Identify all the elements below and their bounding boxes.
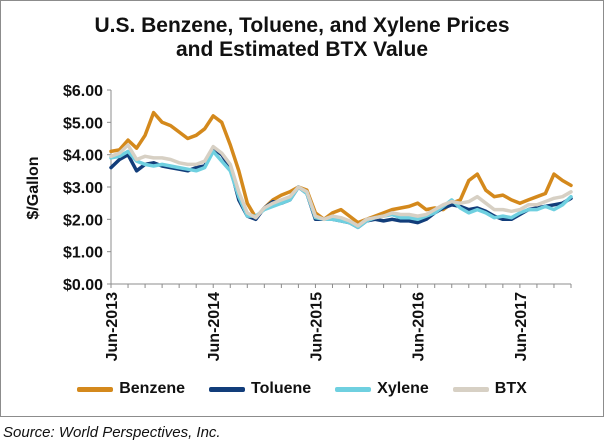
source-note: Source: World Perspectives, Inc.	[3, 424, 221, 441]
series-line-benzene	[109, 110, 573, 225]
line-chart: $0.00 $1.00 $2.00 $3.00 $4.00 $5.00 $6.00 Jun-…	[25, 83, 573, 361]
y-tick-label: $1.00	[63, 245, 103, 262]
y-tick-label: $0.00	[63, 277, 103, 294]
y-tick-label: $3.00	[63, 180, 103, 197]
y-tick-label: $5.00	[63, 115, 103, 132]
x-tick-label: Jun-2015	[308, 292, 325, 361]
y-tick-label: $6.00	[63, 83, 103, 100]
chart-legend: Benzene Toluene Xylene BTX	[0, 380, 604, 398]
legend-label: BTX	[494, 380, 527, 397]
legend-item-benzene: Benzene	[77, 380, 185, 398]
x-tick-label: Jun-2014	[206, 292, 223, 361]
y-tick-label: $2.00	[63, 212, 103, 229]
y-axis-label: $/Gallon	[25, 156, 42, 219]
y-axis-ticks: $0.00 $1.00 $2.00 $3.00 $4.00 $5.00 $6.00	[63, 83, 111, 294]
x-tick-label: Jun-2016	[411, 292, 428, 361]
chart-title: U.S. Benzene, Toluene, and Xylene Prices…	[94, 14, 510, 61]
x-axis-ticks: Jun-2013 Jun-2014 Jun-2015 Jun-2016 Jun-2017	[104, 284, 572, 361]
legend-swatch	[77, 386, 114, 392]
legend-item-btx: BTX	[452, 380, 527, 398]
legend-swatch	[209, 386, 246, 392]
series-lines	[109, 110, 573, 230]
y-tick-label: $4.00	[63, 148, 103, 165]
legend-swatch	[452, 386, 489, 392]
legend-swatch	[335, 386, 372, 392]
legend-label: Xylene	[377, 380, 429, 397]
chart-axes	[110, 90, 571, 285]
x-tick-label: Jun-2013	[104, 292, 121, 361]
series-line-btx	[109, 143, 573, 228]
series-line-xylene	[109, 149, 573, 230]
legend-label: Toluene	[251, 380, 312, 397]
legend-item-toluene: Toluene	[209, 380, 311, 398]
x-tick-label: Jun-2017	[513, 292, 530, 361]
legend-item-xylene: Xylene	[335, 380, 429, 398]
legend-label: Benzene	[119, 380, 186, 397]
